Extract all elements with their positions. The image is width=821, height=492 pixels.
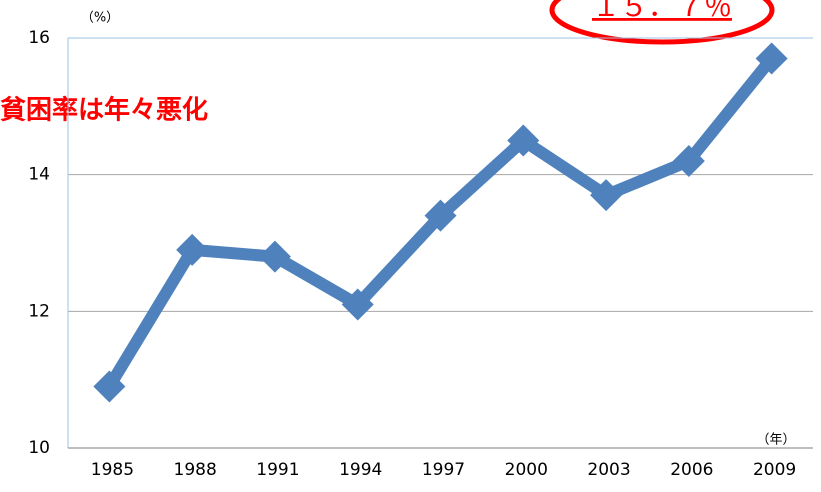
x-axis-unit: （年） xyxy=(756,433,795,448)
data-point xyxy=(507,124,540,157)
data-point xyxy=(93,370,126,403)
data-point xyxy=(258,240,291,273)
data-point xyxy=(176,233,209,266)
annotation: 貧困率は年々悪化 xyxy=(0,95,208,126)
data-point xyxy=(341,288,374,321)
callout-ring xyxy=(549,0,775,45)
x-tick-label: 1997 xyxy=(422,460,465,480)
y-tick-label: 10 xyxy=(28,438,50,458)
data-point xyxy=(424,199,457,232)
x-tick-label: 2003 xyxy=(587,460,630,480)
y-axis-unit: （%） xyxy=(81,11,119,26)
data-point xyxy=(590,179,623,212)
x-tick-label: 2000 xyxy=(505,460,548,480)
data-point xyxy=(755,42,788,75)
data-point xyxy=(672,145,705,177)
y-tick-label: 12 xyxy=(28,301,50,321)
y-tick-label: 16 xyxy=(28,28,50,48)
x-tick-label: 2009 xyxy=(753,460,796,480)
callout-text: １５．７％ xyxy=(592,0,732,23)
x-tick-label: 1988 xyxy=(174,460,217,480)
x-tick-label: 2006 xyxy=(670,460,713,480)
x-tick-label: 1994 xyxy=(339,460,382,480)
x-tick-label: 1991 xyxy=(256,460,299,480)
x-tick-label: 1985 xyxy=(91,460,134,480)
y-tick-label: 14 xyxy=(28,165,50,185)
